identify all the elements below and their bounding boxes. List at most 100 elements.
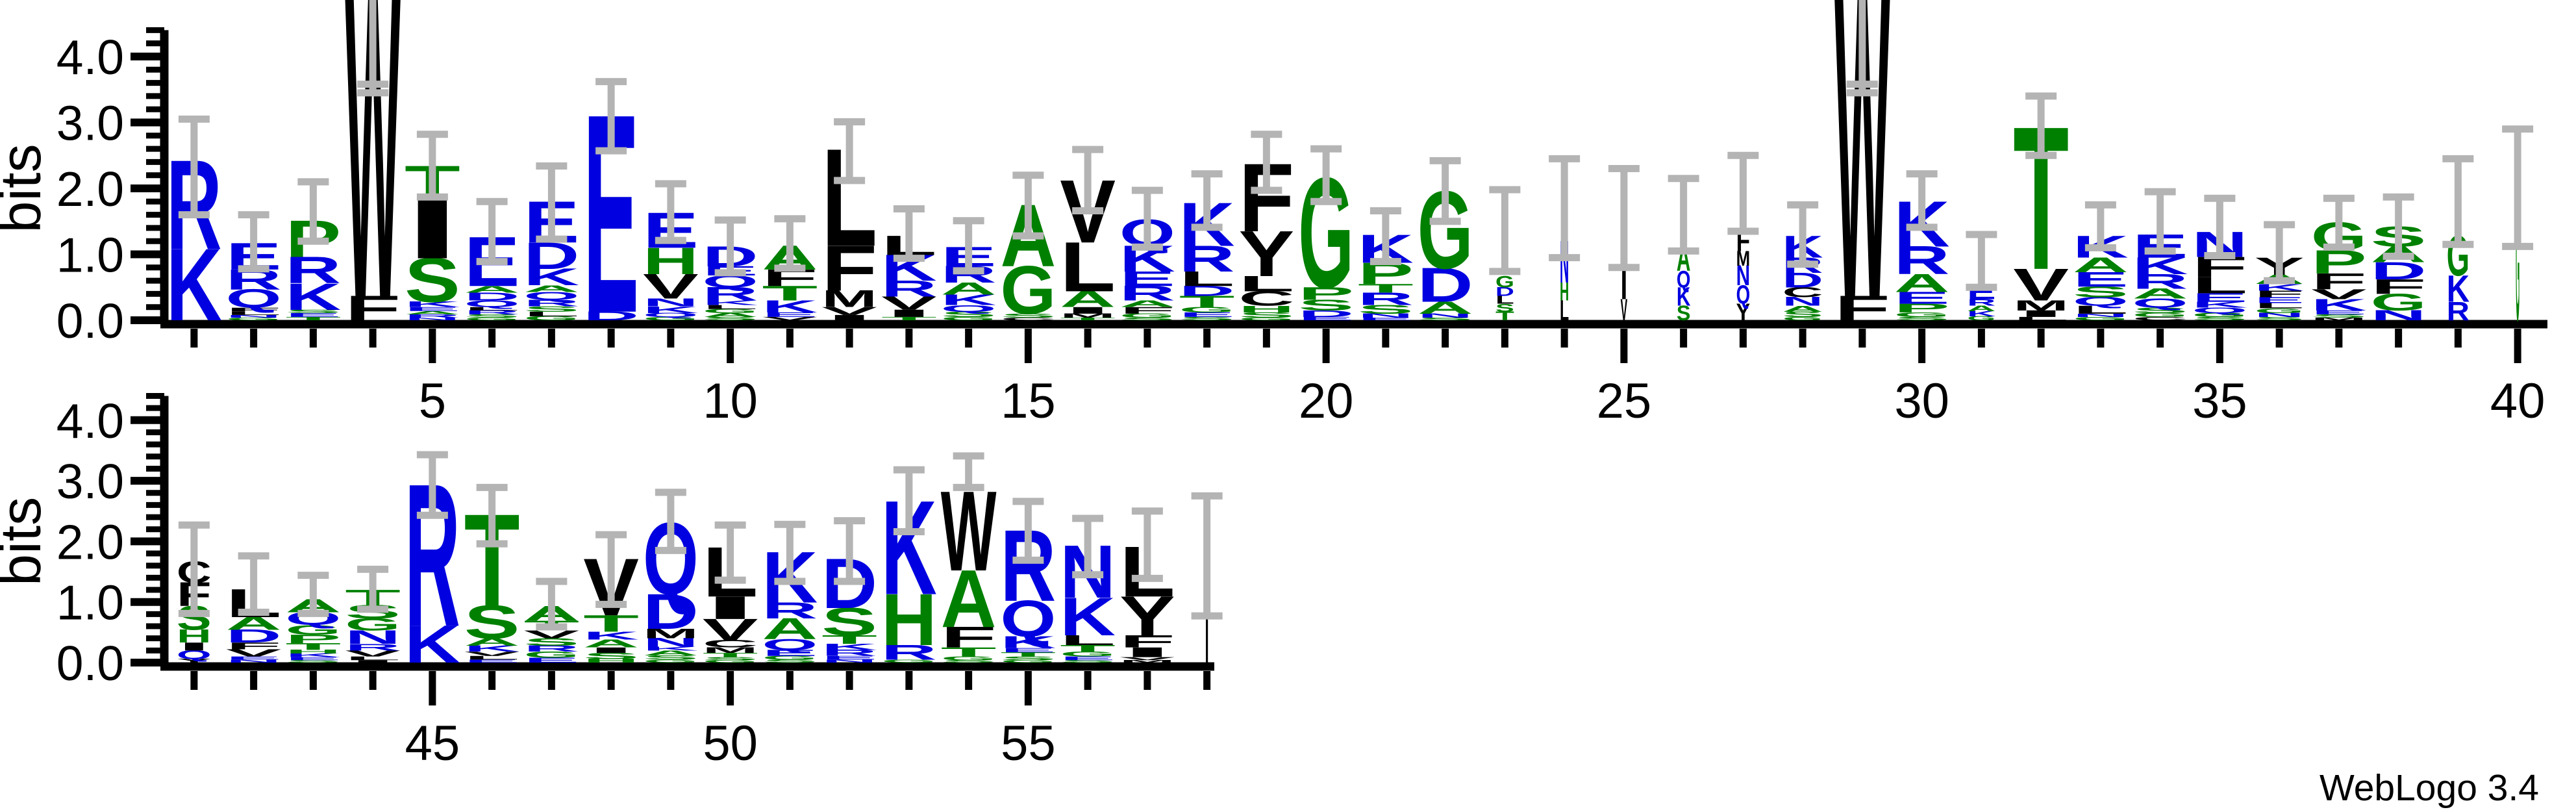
error-bar-pos-11 (774, 215, 806, 272)
logo-letter-glyph-G: G (1001, 251, 1057, 328)
logo-letter-glyph-V: V (643, 267, 699, 307)
logo-letter-P: P (286, 632, 342, 646)
error-bar-pos-30 (1906, 170, 1938, 231)
logo-letter-glyph-S: S (286, 659, 342, 663)
logo-letter-M: M (1736, 246, 1751, 270)
logo-letter-glyph-D: D (643, 583, 699, 639)
logo-letter-A: A (1119, 298, 1175, 309)
error-bar-pos-45 (416, 451, 448, 519)
logo-letter-S: S (2311, 313, 2367, 318)
logo-letter-L: L (2013, 316, 2069, 321)
error-bar-pos-34 (2144, 188, 2176, 255)
logo-letter-Q: Q (1736, 279, 1751, 309)
logo-letter-K: K (1967, 309, 1996, 318)
logo-letter-glyph-N: N (821, 659, 877, 664)
logo-letter-E: E (1298, 316, 1354, 321)
error-bar-pos-55 (1012, 498, 1044, 564)
logo-letter-G: G (762, 655, 818, 661)
logo-letter-F: F (821, 232, 877, 305)
logo-letter-glyph-S: S (821, 600, 877, 644)
logo-letter-K: K (643, 305, 699, 315)
logo-letter-glyph-A: A (524, 283, 580, 294)
logo-letter-S: S (1358, 302, 1414, 316)
logo-letter-glyph-L: L (464, 655, 520, 661)
logo-letter-glyph-S: S (1001, 655, 1057, 661)
logo-letter-glyph-G: G (464, 317, 520, 322)
logo-letter-glyph-I: I (1060, 305, 1116, 316)
logo-letter-K: K (524, 264, 580, 290)
logo-letter-glyph-T: T (1495, 309, 1514, 323)
logo-letter-glyph-I: I (177, 640, 212, 653)
logo-letter-H: H (643, 240, 699, 283)
logo-letter-glyph-G: G (1894, 311, 1950, 319)
logo-letter-Y: Y (1736, 299, 1751, 326)
logo-letter-A: A (1782, 304, 1823, 314)
logo-letter-glyph-L: L (226, 311, 282, 316)
error-bar-pos-3 (297, 178, 329, 245)
logo-letter-glyph-K: K (2255, 282, 2305, 293)
logo-letter-glyph-A: A (2132, 285, 2188, 301)
logo-letter-glyph-P: P (1894, 301, 1950, 315)
error-bar-pos-5 (416, 131, 448, 201)
logo-letter-glyph-A: A (464, 636, 520, 648)
logo-letter-S: S (1495, 301, 1514, 314)
logo-letter-glyph-S: S (1782, 310, 1823, 318)
logo-letter-glyph-T: T (703, 652, 758, 659)
error-bar-pos-48 (595, 531, 627, 608)
logo-letter-C: C (2132, 316, 2188, 321)
logo-letter-glyph-A: A (226, 613, 282, 634)
logo-letter-glyph-K: K (1677, 281, 1691, 311)
logo-letter-glyph-S: S (524, 305, 580, 313)
logo-letter-glyph-M: M (1119, 659, 1175, 663)
logo-letter-A: A (2132, 285, 2188, 301)
logo-letter-glyph-E: E (2255, 296, 2305, 305)
logo-letter-glyph-E: E (1298, 316, 1354, 321)
y-tick-label: 2.0 (56, 162, 124, 216)
logo-letter-glyph-R: R (2132, 270, 2188, 293)
logo-letter-I: I (881, 307, 937, 319)
logo-letter-E: E (1179, 311, 1235, 319)
logo-letter-S: S (1894, 316, 1950, 321)
logo-letter-T: T (286, 641, 342, 652)
logo-letter-glyph-K: K (762, 297, 818, 316)
logo-letter-glyph-T: T (286, 316, 342, 321)
error-bar-pos-25 (1608, 165, 1640, 272)
logo-letter-glyph-N: N (2371, 307, 2427, 324)
logo-letter-K: K (1060, 587, 1116, 647)
logo-letter-glyph-H: H (177, 626, 212, 647)
logo-letter-Q: Q (643, 312, 699, 318)
logo-letter-glyph-F: F (1834, 288, 1890, 328)
logo-letter-I: I (1119, 644, 1175, 660)
logo-letter-glyph-Q: Q (177, 648, 212, 661)
logo-letter-glyph-E: E (2073, 268, 2129, 291)
logo-letter-K: K (405, 300, 460, 309)
logo-letter-A: A (226, 613, 282, 634)
error-bar-pos-7 (536, 162, 568, 243)
y-axis: 0.0 1.0 2.0 3.0 4.0 bits (0, 27, 169, 348)
logo-letter-K: K (821, 642, 877, 652)
logo-letter-glyph-S: S (1298, 296, 1354, 313)
logo-letter-glyph-Q: Q (524, 290, 580, 303)
logo-letter-G: G (524, 315, 580, 322)
logo-letter-glyph-S: S (1239, 311, 1295, 319)
logo-letter-E: E (1001, 647, 1057, 654)
logo-letter-L: L (2073, 303, 2129, 316)
logo-letter-glyph-I: I (2013, 309, 2069, 319)
logo-letter-glyph-G: G (941, 316, 997, 321)
logo-letter-glyph-A: A (643, 649, 699, 657)
logo-letter-G: G (1239, 317, 1295, 322)
logo-letter-I: I (703, 590, 758, 626)
logo-letter-glyph-C: C (1001, 317, 1057, 322)
logo-letter-G: G (1001, 659, 1057, 663)
logo-letter-glyph-N: N (345, 626, 401, 648)
logo-letter-S: S (941, 659, 997, 663)
logo-letter-glyph-R: R (1894, 238, 1950, 283)
logo-letter-L: L (2192, 272, 2248, 298)
logo-letter-E: E (1119, 267, 1175, 290)
logo-letter-S: S (703, 316, 758, 321)
error-bar-pos-28 (1787, 201, 1819, 268)
logo-letter-glyph-L: L (464, 306, 520, 311)
